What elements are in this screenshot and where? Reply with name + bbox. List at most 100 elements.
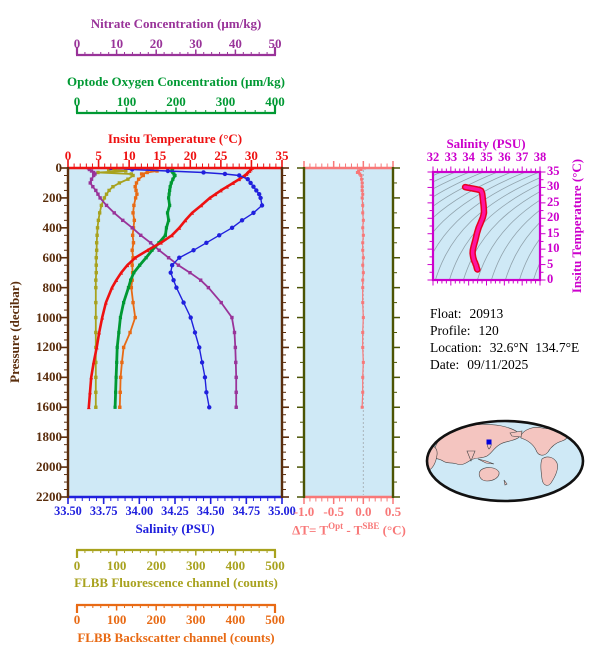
fluorescence-axis-title: FLBB Fluorescence channel (counts) <box>74 575 278 590</box>
tick-label: 1200 <box>36 339 62 355</box>
delta-t-label-suffix: (°C) <box>379 522 406 538</box>
tick-label: 0 <box>55 160 63 175</box>
profile-value: 120 <box>478 323 499 338</box>
delta-t-label-mid: - T <box>343 522 363 538</box>
ts-temperature-axis-label: Insitu Temperature (°C) <box>569 158 584 294</box>
tick-label: 200 <box>166 94 186 109</box>
date-value: 09/11/2025 <box>467 357 529 372</box>
tick-label: 40 <box>228 36 242 51</box>
tick-label: 30 <box>189 36 203 51</box>
tick-label: 1800 <box>36 429 62 445</box>
tick-label: 50 <box>268 36 282 51</box>
tick-label: 33.75 <box>89 504 118 518</box>
tick-label: 20 <box>149 36 163 51</box>
tick-label: 10 <box>122 148 136 163</box>
tick-label: 0 <box>73 558 81 573</box>
float-location-marker <box>486 439 492 445</box>
tick-label: 200 <box>146 612 166 627</box>
tick-label: 34.00 <box>125 504 154 518</box>
date-label: Date: <box>430 357 460 372</box>
tick-label: 1600 <box>36 399 62 415</box>
tick-label: 2200 <box>36 489 62 504</box>
profile-curve-5 <box>118 168 159 409</box>
tick-label: 200 <box>42 189 63 205</box>
ts-plot-border <box>431 170 542 282</box>
tick-label: 15 <box>153 148 167 163</box>
world-map-outline <box>425 419 585 503</box>
float-info-row: Location: 32.6°N 134.7°E <box>430 339 579 356</box>
tick-label: 0 <box>547 272 554 286</box>
float-value: 20913 <box>469 306 504 321</box>
tick-label: 5 <box>547 256 554 271</box>
tick-label: 300 <box>186 558 206 573</box>
tick-label: 10 <box>547 241 560 256</box>
salinity-axis-title: Salinity (PSU) <box>135 521 215 536</box>
tick-label: -1.0 <box>293 504 315 519</box>
tick-label: 400 <box>225 612 246 627</box>
tick-label: 0 <box>64 148 72 163</box>
oxygen-axis-title: Optode Oxygen Concentration (μm/kg) <box>67 74 285 89</box>
tick-label: 30 <box>244 148 258 163</box>
nitrate-axis-title: Nitrate Concentration (μm/kg) <box>90 16 262 31</box>
tick-label: 500 <box>265 612 285 627</box>
tick-label: 0 <box>73 94 81 109</box>
tick-label: 1400 <box>36 369 62 385</box>
tick-label: 5 <box>95 148 102 163</box>
float-info-row: Float: 20913 <box>430 305 579 322</box>
profile-curve-4 <box>94 168 135 409</box>
tick-label: 300 <box>215 94 236 109</box>
tick-label: 33.50 <box>54 504 82 518</box>
tick-label: 37 <box>515 150 529 164</box>
tick-label: 500 <box>265 558 285 573</box>
backscatter-axis-title: FLBB Backscatter channel (counts) <box>77 630 275 645</box>
tick-label: -0.5 <box>323 504 344 519</box>
float-info-row: Date: 09/11/2025 <box>430 356 579 373</box>
tick-label: 35 <box>275 148 289 163</box>
float-label: Float: <box>430 306 462 321</box>
tick-label: 0 <box>73 36 81 51</box>
tick-label: 100 <box>106 558 127 573</box>
tick-label: 35 <box>547 164 560 178</box>
tick-label: 34.75 <box>232 504 261 518</box>
tick-label: 34 <box>462 150 475 164</box>
main-plot-background <box>68 168 282 497</box>
location-value: 32.6°N 134.7°E <box>489 340 580 355</box>
tick-label: 10 <box>110 36 124 51</box>
location-label: Location: <box>430 340 482 355</box>
tick-label: 35.00 <box>268 504 296 518</box>
tick-label: 400 <box>42 219 63 235</box>
tick-label: 34.50 <box>196 504 225 518</box>
tick-label: 25 <box>547 194 560 209</box>
delta-plot-background <box>304 168 393 497</box>
profile-curve-1 <box>108 168 265 410</box>
tick-label: 2000 <box>36 459 62 475</box>
main-profiles-plot-area <box>86 168 265 410</box>
tick-label: 400 <box>225 558 246 573</box>
delta-t-plot-area <box>355 168 367 409</box>
tick-label: 36 <box>498 150 511 164</box>
delta-t-label-sup-sbe: SBE <box>362 521 380 531</box>
tick-label: 0.0 <box>355 504 372 519</box>
tick-label: 20 <box>183 148 197 163</box>
float-info-row: Profile: 120 <box>430 322 579 339</box>
delta-t-label-prefix: ΔT= T <box>292 522 329 538</box>
tick-label: 30 <box>547 179 560 194</box>
temperature-axis-title: Insitu Temperature (°C) <box>107 131 243 146</box>
tick-label: 33 <box>444 150 458 164</box>
delta-t-label-sup-opt: Opt <box>328 521 344 531</box>
delta-t-axis-title: ΔT= TOpt - TSBE (°C) <box>292 521 406 538</box>
ts-plot-area <box>433 172 540 280</box>
tick-label: 32 <box>426 150 440 164</box>
float-info: Float: 20913 Profile: 120 Location: 32.6°N … <box>430 305 579 373</box>
tick-label: 15 <box>547 225 560 240</box>
pressure-axis-label: Pressure (decibar) <box>7 281 22 383</box>
tick-label: 25 <box>214 148 228 163</box>
profile-curve-2 <box>113 168 177 409</box>
tick-label: 0 <box>73 612 81 627</box>
world-map <box>425 419 585 503</box>
tick-label: 35 <box>480 150 493 164</box>
tick-label: 100 <box>116 94 137 109</box>
tick-label: 100 <box>106 612 127 627</box>
